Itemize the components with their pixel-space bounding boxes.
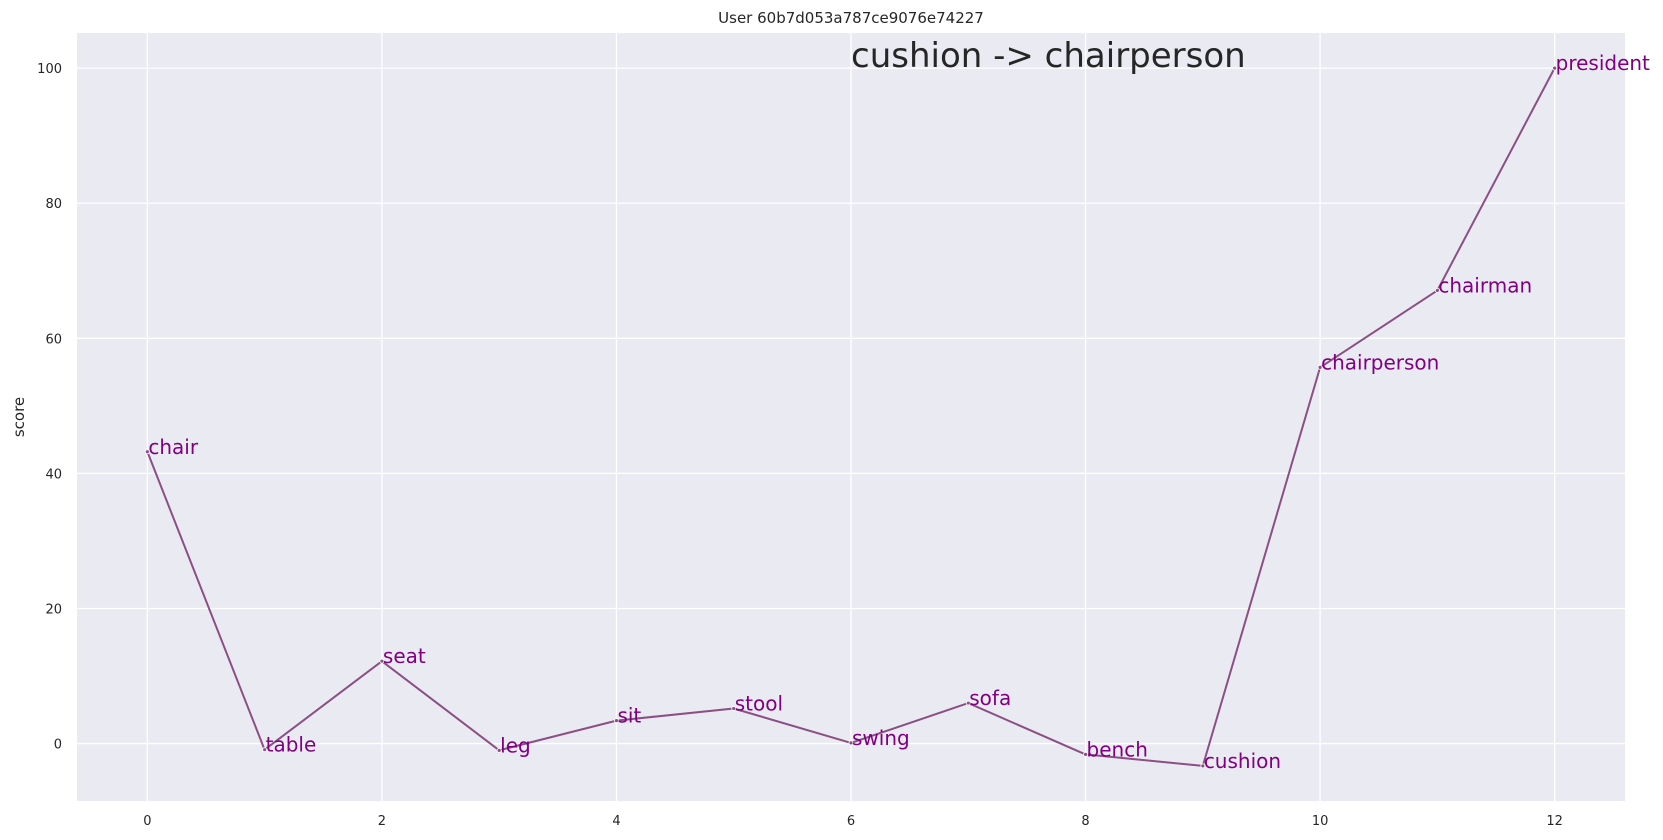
data-point (496, 747, 502, 753)
chart-title: User 60b7d053a787ce9076e74227 (718, 9, 984, 27)
data-point (1083, 751, 1088, 757)
point-label: seat (383, 644, 426, 668)
data-point (731, 706, 737, 711)
point-label: president (1556, 51, 1650, 75)
data-point (965, 700, 971, 706)
data-point (848, 740, 854, 746)
x-tick-label: 6 (847, 814, 855, 829)
y-tick-label: 100 (37, 62, 62, 77)
data-point (1200, 763, 1206, 769)
x-tick-label: 8 (1081, 814, 1089, 829)
y-tick-label: 40 (45, 467, 62, 482)
series (144, 65, 1558, 769)
data-point (1317, 364, 1323, 370)
data-point (262, 747, 268, 753)
data-point (1552, 65, 1558, 71)
x-tick-label: 10 (1312, 814, 1329, 829)
grid (77, 33, 1625, 801)
data-point (144, 449, 150, 455)
point-label: bench (1087, 737, 1148, 761)
point-labels: chair table seat leg sit stool swing sofa bench c… (148, 51, 1650, 773)
chart-annotation: cushion -> chairperson (851, 36, 1246, 76)
point-label: chairperson (1321, 350, 1439, 374)
point-label: cushion (1204, 749, 1281, 773)
point-label: chair (148, 435, 198, 459)
x-tick-label: 4 (612, 814, 620, 829)
y-axis-label: score (10, 397, 28, 437)
point-label: chairman (1438, 273, 1532, 297)
point-label: sofa (969, 686, 1011, 710)
y-tick-label: 20 (45, 602, 62, 617)
data-point (1434, 287, 1440, 293)
point-label: swing (852, 726, 910, 750)
x-tick-label: 0 (143, 814, 151, 829)
axis-ticks: 0 2 4 6 8 10 12 0 20 40 60 80 100 (37, 62, 1563, 829)
x-tick-label: 2 (378, 814, 386, 829)
y-tick-label: 0 (54, 738, 62, 753)
point-label: stool (735, 691, 783, 715)
data-point (379, 658, 385, 664)
point-label: leg (500, 733, 531, 757)
y-tick-label: 80 (45, 197, 62, 212)
y-tick-label: 60 (45, 332, 62, 347)
point-label: sit (617, 704, 641, 728)
data-point (614, 718, 619, 724)
x-tick-label: 12 (1546, 814, 1563, 829)
point-label: table (266, 733, 317, 757)
